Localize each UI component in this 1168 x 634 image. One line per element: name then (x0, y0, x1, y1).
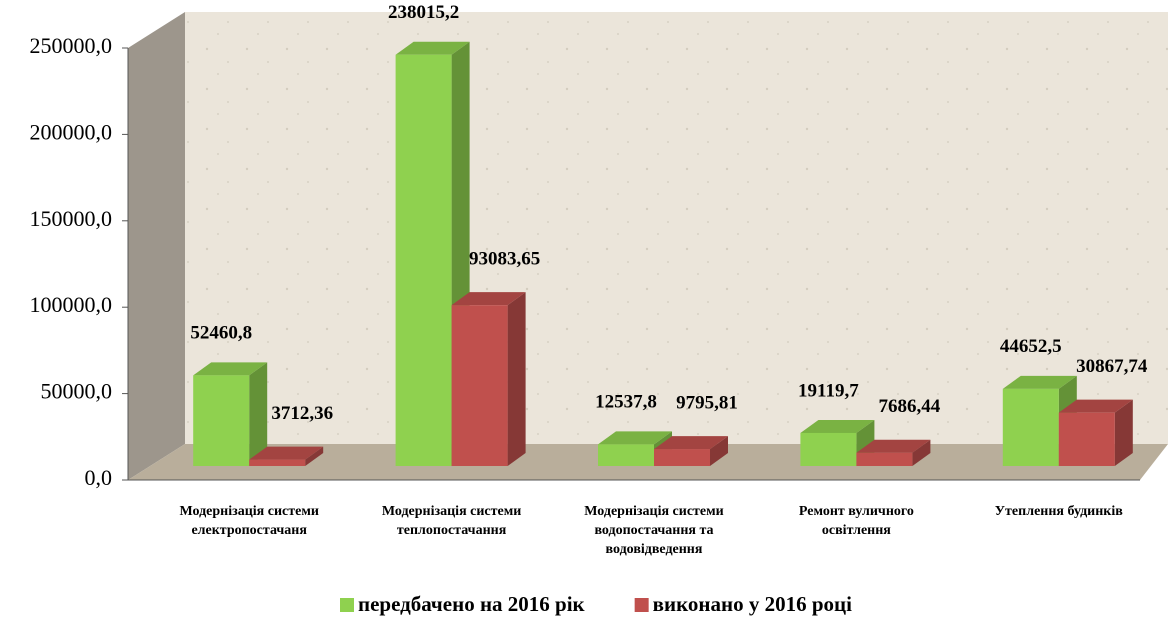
x-tick-label-line: освітлення (822, 523, 891, 538)
bar-front (1002, 388, 1059, 466)
bar-top (598, 431, 672, 445)
bar-top (1002, 375, 1077, 389)
value-label: 12537,8 (595, 392, 657, 413)
bar-front (193, 375, 250, 466)
bar-side (912, 439, 931, 466)
legend-swatch (340, 598, 354, 612)
x-tick-label-line: Модернізація системи (179, 504, 319, 519)
x-tick-label: Ремонт вуличного освітлення (799, 504, 914, 538)
x-tick-label-line: Утеплення будинків (995, 504, 1123, 519)
y-tick-label: 200000,0 (30, 119, 113, 144)
bar (451, 292, 526, 466)
y-tick-label: 50000,0 (41, 379, 113, 404)
bar-side (305, 446, 324, 466)
bar (249, 446, 324, 466)
value-label: 52460,8 (190, 323, 252, 344)
value-label: 9795,81 (676, 392, 738, 413)
side-wall (128, 12, 185, 480)
bar (1058, 399, 1133, 466)
value-label: 7686,44 (879, 396, 941, 417)
y-tick-label: 150000,0 (30, 206, 113, 231)
legend-swatch (634, 598, 649, 612)
bar (856, 439, 931, 466)
bar (800, 419, 875, 466)
x-tick-label-line: водовідведення (606, 542, 703, 557)
y-tick-label: 100000,0 (30, 292, 113, 317)
bar-side (507, 292, 526, 466)
bar-top (1058, 399, 1133, 413)
bar-front (654, 449, 710, 466)
x-tick-label: Модернізація системи електропостачаня (179, 504, 319, 538)
bar-side (249, 362, 268, 466)
bar-front (598, 444, 654, 466)
bar-top (249, 446, 324, 460)
legend-label: виконано у 2016 році (653, 592, 852, 616)
bar-top (856, 439, 931, 453)
x-tick-label-line: електропостачаня (191, 523, 307, 538)
y-tick-label: 0,0 (85, 465, 113, 490)
x-tick-label: Утеплення будинків (995, 504, 1123, 519)
x-tick-label-line: теплопостачання (397, 523, 507, 538)
value-label: 3712,36 (271, 403, 333, 424)
bar-front (395, 54, 452, 466)
x-tick-label-line: Модернізація системи (584, 504, 724, 519)
x-tick-label-line: Ремонт вуличного (799, 504, 914, 519)
bar-side (1114, 399, 1133, 466)
y-tick-label: 250000,0 (30, 33, 113, 58)
bar-front (856, 452, 913, 466)
x-tick-label: Модернізація системи водопостачання та вод… (584, 504, 724, 557)
bar-top (395, 41, 470, 55)
value-label: 30867,74 (1076, 356, 1148, 377)
value-label: 238015,2 (388, 2, 459, 23)
value-label: 44652,5 (1000, 336, 1062, 357)
value-label: 93083,65 (469, 249, 540, 270)
x-tick-label: Модернізація системи теплопостачання (382, 504, 522, 538)
bar-front (800, 432, 857, 466)
x-tick-label-line: Модернізація системи (382, 504, 522, 519)
bar-top (451, 292, 526, 306)
value-label: 19119,7 (798, 380, 859, 401)
x-tick-label-line: водопостачання та (594, 523, 713, 538)
bar-top (800, 419, 875, 433)
bar (193, 362, 268, 466)
bar-front (249, 459, 306, 466)
bar-front (451, 305, 508, 466)
bar-top (654, 436, 728, 450)
legend-label: передбачено на 2016 рік (358, 592, 586, 616)
bar-top (193, 362, 268, 376)
bar (654, 436, 728, 466)
bar-side (710, 436, 728, 466)
bar-front (1058, 412, 1115, 466)
